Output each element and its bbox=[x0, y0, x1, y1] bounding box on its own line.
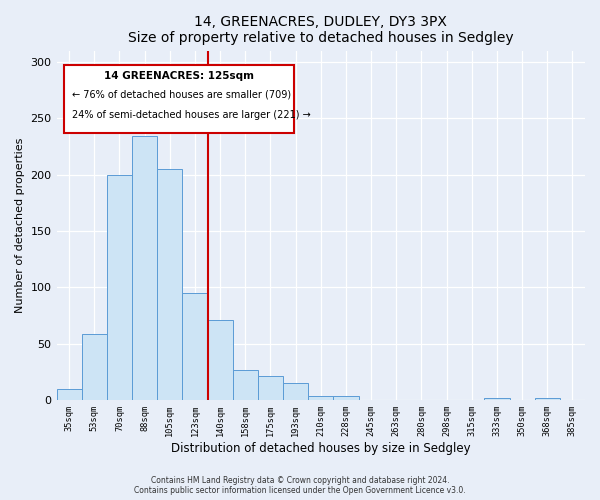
Bar bbox=[535, 398, 560, 400]
Bar bbox=[308, 396, 334, 400]
Text: Contains HM Land Registry data © Crown copyright and database right 2024.
Contai: Contains HM Land Registry data © Crown c… bbox=[134, 476, 466, 495]
Bar bbox=[334, 396, 359, 400]
Text: 24% of semi-detached houses are larger (221) →: 24% of semi-detached houses are larger (… bbox=[73, 110, 311, 120]
X-axis label: Distribution of detached houses by size in Sedgley: Distribution of detached houses by size … bbox=[171, 442, 470, 455]
Bar bbox=[484, 398, 509, 400]
Bar bbox=[182, 293, 208, 400]
Title: 14, GREENACRES, DUDLEY, DY3 3PX
Size of property relative to detached houses in : 14, GREENACRES, DUDLEY, DY3 3PX Size of … bbox=[128, 15, 514, 45]
Bar bbox=[56, 389, 82, 400]
Bar bbox=[132, 136, 157, 400]
Bar bbox=[283, 383, 308, 400]
Bar bbox=[107, 174, 132, 400]
FancyBboxPatch shape bbox=[64, 64, 295, 132]
Bar bbox=[82, 334, 107, 400]
Bar bbox=[233, 370, 258, 400]
Text: ← 76% of detached houses are smaller (709): ← 76% of detached houses are smaller (70… bbox=[73, 90, 292, 100]
Bar bbox=[157, 169, 182, 400]
Bar bbox=[208, 320, 233, 400]
Text: 14 GREENACRES: 125sqm: 14 GREENACRES: 125sqm bbox=[104, 71, 254, 81]
Y-axis label: Number of detached properties: Number of detached properties bbox=[15, 138, 25, 313]
Bar bbox=[258, 376, 283, 400]
